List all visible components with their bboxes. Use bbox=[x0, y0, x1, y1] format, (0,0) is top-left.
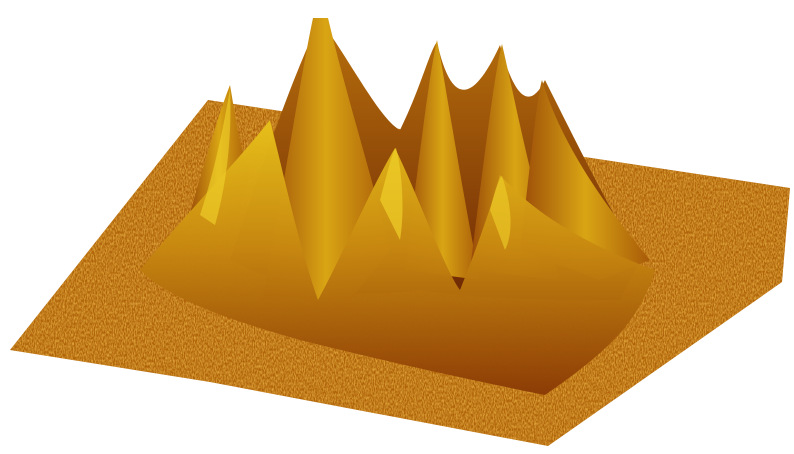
highlight bbox=[200, 88, 231, 225]
ring-front bbox=[140, 120, 655, 395]
highlight bbox=[490, 176, 511, 250]
highlight bbox=[380, 148, 403, 240]
